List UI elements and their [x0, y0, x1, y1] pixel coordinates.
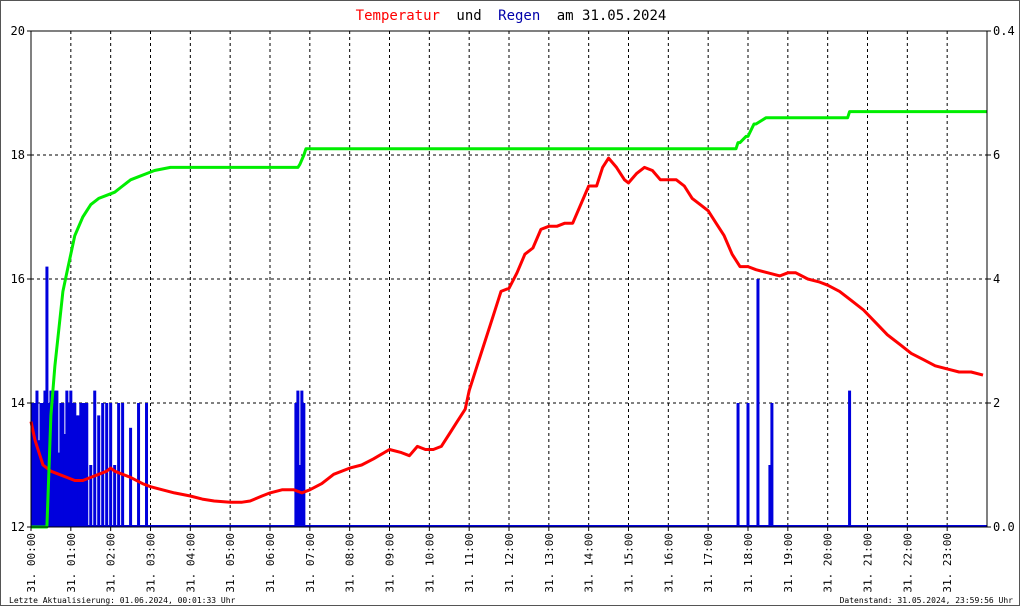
rain-bar	[49, 390, 53, 527]
x-tick-label: 31. 04:00	[184, 533, 197, 593]
rain-bar	[756, 279, 760, 527]
rain-bar	[746, 403, 750, 527]
rain-bar	[81, 403, 85, 527]
right-axis-ticks: 0.0 2 4 6 0.4	[987, 24, 1015, 534]
left-tick-label: 12	[11, 520, 25, 534]
rain-bar	[57, 452, 61, 527]
x-tick-label: 31. 02:00	[105, 533, 118, 593]
x-tick-label: 31. 07:00	[304, 533, 317, 593]
x-tick-label: 31. 12:00	[503, 533, 516, 593]
rain-bar	[294, 403, 298, 527]
rain-bar	[67, 403, 71, 527]
title-temperature: Temperatur	[356, 8, 440, 24]
x-tick-label: 31. 17:00	[702, 533, 715, 593]
rain-bar	[61, 403, 65, 527]
chart-title: Temperatur und Regen am 31.05.2024	[356, 8, 667, 24]
rain-bar	[109, 403, 113, 527]
rain-bar	[71, 403, 75, 527]
x-tick-label: 31. 23:00	[941, 533, 954, 593]
left-tick-label: 20	[11, 24, 25, 38]
x-tick-label: 31. 05:00	[224, 533, 237, 593]
rain-bar	[77, 415, 81, 527]
right-tick-label: 0.4	[993, 24, 1015, 38]
rain-bar	[63, 434, 67, 527]
rain-bar	[85, 403, 89, 527]
rain-bar	[97, 415, 101, 527]
rain-bar	[43, 390, 47, 527]
rain-bar	[45, 266, 49, 527]
rain-bar	[79, 403, 83, 527]
rain-sum-line	[31, 110, 987, 529]
rain-bar	[768, 465, 772, 527]
x-tick-label: 31. 14:00	[583, 533, 596, 593]
left-axis-ticks: 12 14 16 18 20	[11, 24, 31, 534]
x-tick-label: 31. 03:00	[145, 533, 158, 593]
right-tick-label: 2	[993, 396, 1000, 410]
x-tick-label: 31. 21:00	[862, 533, 875, 593]
x-tick-label: 31. 18:00	[742, 533, 755, 593]
x-tick-label: 31. 08:00	[344, 533, 357, 593]
title-and: und	[456, 8, 481, 24]
rain-bar	[298, 465, 302, 527]
rain-bar	[121, 403, 125, 527]
temperature-line	[29, 156, 984, 504]
title-date: am 31.05.2024	[557, 8, 667, 24]
rain-bar	[145, 403, 149, 527]
grid	[31, 31, 987, 527]
rain-bar	[770, 403, 774, 527]
rain-bar	[117, 403, 121, 527]
left-tick-label: 18	[11, 148, 25, 162]
rain-bar	[736, 403, 740, 527]
rain-bar	[53, 390, 57, 527]
right-tick-label: 6	[993, 148, 1000, 162]
x-tick-label: 31. 16:00	[662, 533, 675, 593]
rain-bar	[59, 403, 63, 527]
rain-bar	[105, 403, 109, 527]
x-tick-label: 31. 11:00	[463, 533, 476, 593]
x-tick-label: 31. 10:00	[423, 533, 436, 593]
rain-bar	[69, 390, 73, 527]
x-tick-label: 31. 15:00	[623, 533, 636, 593]
rain-bar	[137, 403, 141, 527]
rain-bar	[37, 440, 41, 527]
rain-bar	[31, 403, 35, 527]
rain-bar	[300, 390, 304, 527]
right-tick-label: 4	[993, 272, 1000, 286]
rain-bar	[73, 403, 77, 527]
rain-bar	[39, 403, 43, 527]
rain-bars	[31, 266, 987, 527]
x-tick-label: 31. 22:00	[901, 533, 914, 593]
x-tick-label: 31. 13:00	[543, 533, 556, 593]
rain-bar	[296, 390, 300, 527]
rain-bar	[302, 403, 306, 527]
rain-bar	[65, 390, 69, 527]
rain-bar	[83, 403, 87, 527]
x-tick-label: 31. 19:00	[782, 533, 795, 593]
x-tick-label: 31. 20:00	[822, 533, 835, 593]
series-lines	[29, 110, 987, 529]
rain-bar	[33, 403, 37, 527]
rain-bar	[93, 390, 97, 527]
rain-bar	[848, 390, 852, 527]
rain-bar	[75, 415, 79, 527]
rain-bar	[55, 390, 59, 527]
left-tick-label: 14	[11, 396, 25, 410]
rain-bar	[51, 403, 55, 527]
rain-bar	[113, 465, 117, 527]
x-axis-ticks: 31. 00:00 31. 01:00 31. 02:00 31. 03:00 31. …	[25, 527, 954, 593]
footer-data-state: Datenstand: 31.05.2024, 23:59:56 Uhr	[840, 596, 1014, 605]
left-tick-label: 16	[11, 272, 25, 286]
title-rain: Regen	[498, 8, 540, 24]
footer-last-update: Letzte Aktualisierung: 01.06.2024, 00:01…	[9, 596, 236, 605]
rain-bar	[101, 403, 105, 527]
right-tick-label: 0.0	[993, 520, 1015, 534]
x-tick-label: 31. 09:00	[384, 533, 397, 593]
rain-bar	[35, 390, 39, 527]
rain-bar	[89, 465, 93, 527]
x-tick-label: 31. 06:00	[264, 533, 277, 593]
x-tick-label: 31. 00:00	[25, 533, 38, 593]
x-tick-label: 31. 01:00	[65, 533, 78, 593]
